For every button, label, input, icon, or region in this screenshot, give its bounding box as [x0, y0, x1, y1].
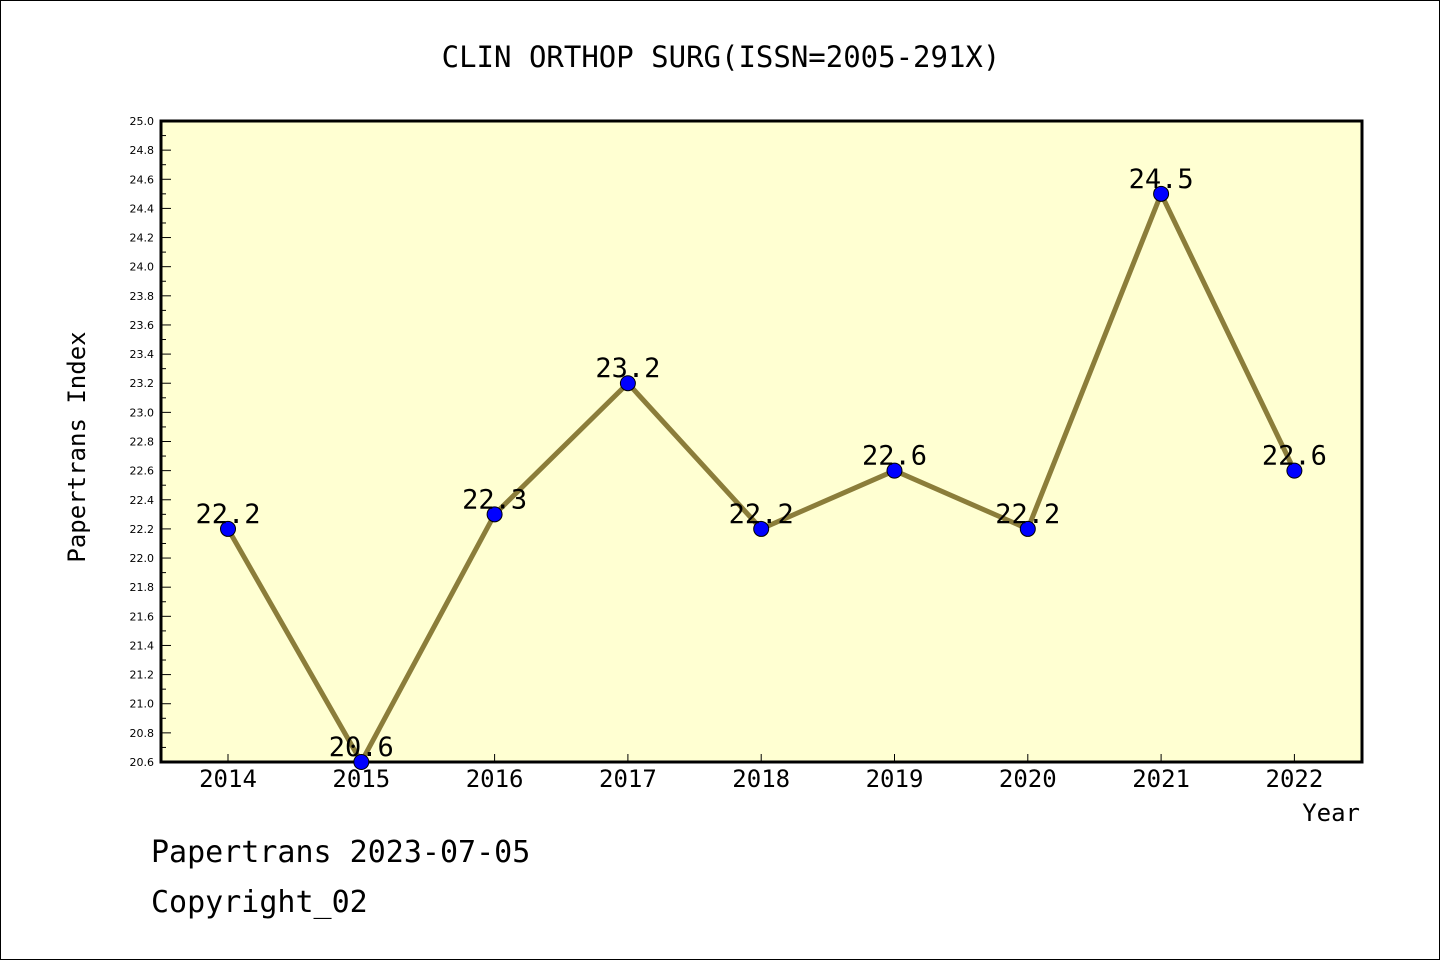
data-label: 22.6 — [1262, 441, 1327, 472]
y-tick-label: 22.4 — [130, 494, 155, 507]
y-tick-label: 24.8 — [130, 144, 155, 157]
data-label: 22.2 — [729, 499, 794, 530]
series: 22.2 20.6 22.3 23.2 22.2 22.6 22.2 24.5 22.6 — [195, 164, 1327, 770]
data-point — [886, 462, 903, 479]
y-tick-label: 23.2 — [130, 377, 155, 390]
y-tick-label: 24.6 — [130, 173, 155, 186]
data-point — [353, 754, 370, 770]
data-point — [1286, 462, 1303, 479]
y-axis-label: Papertrans Index — [63, 331, 91, 562]
plot-area — [159, 119, 1364, 764]
data-point — [220, 520, 236, 537]
y-tick-label: 23.4 — [130, 348, 155, 361]
x-tick-label: 2016 — [466, 765, 524, 793]
y-tick-label: 20.8 — [130, 727, 155, 740]
x-tick-label: 2018 — [732, 765, 790, 793]
y-tick-label: 22.0 — [130, 552, 155, 565]
data-label: 24.5 — [1129, 164, 1194, 195]
data-point — [753, 520, 770, 537]
chart-title: CLIN ORTHOP SURG(ISSN=2005-291X) — [442, 40, 1001, 74]
y-tick-label: 22.8 — [130, 436, 155, 449]
data-point — [1019, 520, 1036, 537]
data-label: 23.2 — [595, 353, 660, 384]
data-point — [619, 375, 636, 392]
y-tick-label: 22.2 — [130, 523, 155, 536]
data-label: 22.2 — [195, 499, 260, 530]
data-point — [1153, 185, 1170, 202]
y-tick-label: 21.0 — [130, 698, 155, 711]
y-tick-label: 22.6 — [130, 465, 155, 478]
y-tick-label: 21.2 — [130, 669, 155, 682]
data-label: 22.6 — [862, 441, 927, 472]
y-tick-label: 21.8 — [130, 581, 155, 594]
y-tick-label: 24.0 — [130, 261, 155, 274]
x-tick-label: 2021 — [1132, 765, 1190, 793]
data-label: 22.3 — [462, 484, 527, 515]
y-tick-label: 23.0 — [130, 406, 155, 419]
footer-copyright: Copyright_02 — [151, 885, 368, 920]
y-tick-label: 23.8 — [130, 290, 155, 303]
x-tick-label: 2014 — [199, 765, 257, 793]
y-tick-label: 25.0 — [130, 115, 155, 128]
y-tick-label: 21.4 — [130, 639, 155, 652]
x-tick-label: 2019 — [866, 765, 924, 793]
x-tick-label: 2022 — [1266, 765, 1324, 793]
x-tick-label: 2017 — [599, 765, 657, 793]
y-tick-label: 20.6 — [130, 756, 155, 769]
x-tick-label: 2020 — [999, 765, 1057, 793]
y-tick-label: 23.6 — [130, 319, 155, 332]
footer-date: Papertrans 2023-07-05 — [151, 835, 531, 870]
y-tick-label: 21.6 — [130, 610, 155, 623]
y-tick-label: 24.2 — [130, 232, 155, 245]
data-point — [486, 506, 503, 523]
x-axis: 2014 2015 2016 2017 2018 2019 2020 2021 2022 — [199, 754, 1323, 793]
y-axis: 20.6 20.8 21.0 21.2 21.4 21.6 21.8 22.0 22.2 22.4… — [130, 115, 171, 769]
data-label: 22.2 — [995, 499, 1060, 530]
y-tick-label: 24.4 — [130, 202, 155, 215]
data-label: 20.6 — [329, 732, 394, 763]
x-axis-label: Year — [1302, 799, 1360, 827]
